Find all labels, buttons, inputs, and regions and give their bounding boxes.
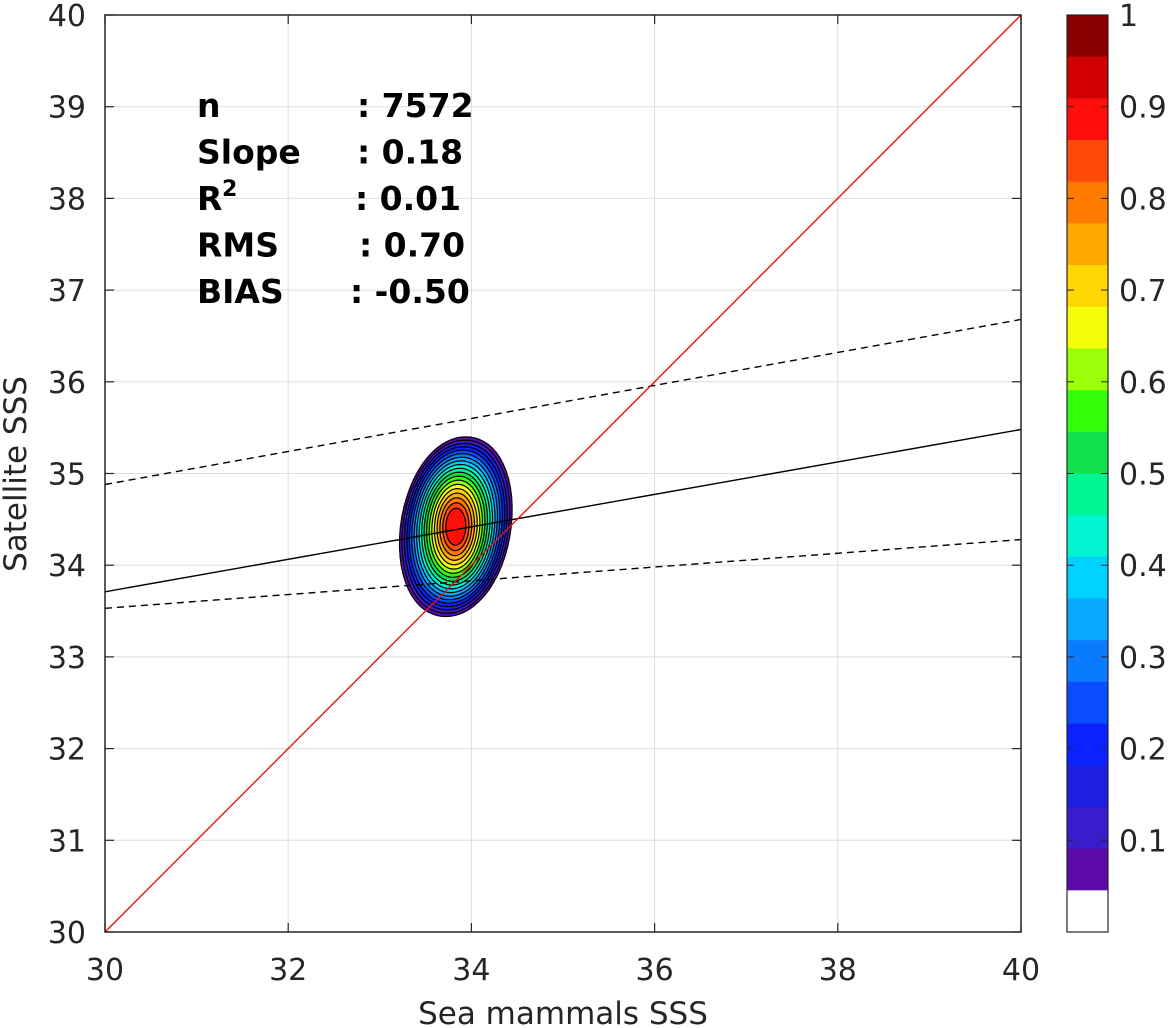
- colorbar-segment: [1067, 681, 1108, 725]
- colorbar-tick-label: 0.1: [1119, 824, 1167, 859]
- colorbar-segment: [1067, 765, 1108, 808]
- stat-label: R: [197, 179, 222, 218]
- colorbar-tick-label: 0.5: [1119, 458, 1167, 493]
- colorbar-segment: [1067, 848, 1108, 891]
- y-tick-label: 30: [48, 916, 86, 951]
- colorbar-segment: [1067, 15, 1108, 58]
- colorbar-segment: [1067, 806, 1108, 850]
- contour-level: [445, 507, 467, 546]
- colorbar: 0.1 0.2 0.3 0.4 0.5 0.6 0.7 0.8 0.9 1: [1066, 0, 1167, 933]
- y-tick-label: 31: [48, 824, 86, 859]
- stat-value: : 0.18: [357, 133, 463, 172]
- y-tick-label: 32: [48, 733, 86, 768]
- x-axis-label: Sea mammals SSS: [418, 996, 708, 1028]
- stat-value: : 7572: [357, 86, 474, 125]
- x-tick-label: 38: [819, 953, 857, 988]
- colorbar-segment: [1067, 348, 1108, 391]
- density-contours: [398, 436, 513, 618]
- stat-value: : -0.50: [350, 272, 470, 311]
- x-tick-label: 36: [636, 953, 674, 988]
- colorbar-segment: [1067, 56, 1108, 99]
- colorbar-segment: [1067, 306, 1108, 349]
- y-tick-label: 38: [48, 182, 86, 217]
- y-axis-label: Satellite SSS: [0, 376, 34, 572]
- y-tick-label: 36: [48, 366, 86, 401]
- stat-label: n: [197, 86, 221, 125]
- y-tick-label: 39: [48, 91, 86, 126]
- x-tick-labels: 30 32 34 36 38 40: [86, 953, 1040, 988]
- colorbar-segment: [1067, 890, 1108, 933]
- colorbar-segment: [1067, 98, 1108, 141]
- upper-bound-line: [105, 318, 1021, 486]
- colorbar-tick-label: 0.4: [1119, 549, 1167, 584]
- colorbar-segment: [1067, 223, 1108, 266]
- colorbar-segment: [1067, 140, 1108, 183]
- x-tick-label: 34: [452, 953, 490, 988]
- x-tick-label: 40: [1002, 953, 1040, 988]
- lower-bound-line: [105, 538, 1021, 609]
- colorbar-tick-label: 0.6: [1119, 366, 1167, 401]
- colorbar-segment: [1067, 473, 1108, 516]
- colorbar-tick-label: 0.3: [1119, 641, 1167, 676]
- stat-value: : 0.70: [359, 226, 465, 265]
- regression-lines: [105, 15, 1021, 932]
- stat-value: : 0.01: [355, 179, 461, 218]
- stat-label: Slope: [197, 133, 301, 172]
- stat-label: RMS: [197, 226, 279, 265]
- colorbar-segment: [1067, 640, 1108, 683]
- colorbar-segment: [1067, 598, 1108, 641]
- x-tick-label: 30: [86, 953, 124, 988]
- colorbar-segment: [1067, 390, 1108, 433]
- axis-ticks: [104, 14, 1022, 933]
- colorbar-tick-label: 0.9: [1119, 91, 1167, 126]
- y-tick-label: 37: [48, 274, 86, 309]
- x-tick-label: 32: [269, 953, 307, 988]
- y-tick-labels: 30 31 32 33 34 35 36 37 38 39 40: [48, 0, 86, 951]
- colorbar-segment: [1067, 723, 1108, 766]
- y-tick-label: 40: [48, 0, 86, 34]
- stat-label-superscript: 2: [222, 177, 237, 202]
- stat-label: BIAS: [197, 272, 284, 311]
- fit-line: [105, 428, 1021, 593]
- colorbar-segment: [1067, 181, 1108, 224]
- y-tick-label: 33: [48, 641, 86, 676]
- stats-box: n : 7572 Slope : 0.18 R 2 : 0.01 RMS : 0.70 BIAS:…: [197, 86, 474, 311]
- colorbar-segment: [1067, 265, 1108, 308]
- colorbar-segment: [1067, 515, 1108, 558]
- colorbar-segment: [1067, 431, 1108, 474]
- colorbar-tick-label: 0.8: [1119, 182, 1167, 217]
- colorbar-tick-label: 0.7: [1119, 274, 1167, 309]
- y-tick-label: 35: [48, 458, 86, 493]
- colorbar-tick-label: 0.2: [1119, 733, 1167, 768]
- colorbar-segment: [1067, 556, 1108, 600]
- one-to-one-line: [105, 15, 1021, 932]
- y-tick-label: 34: [48, 549, 86, 584]
- colorbar-tick-label: 1: [1119, 0, 1138, 34]
